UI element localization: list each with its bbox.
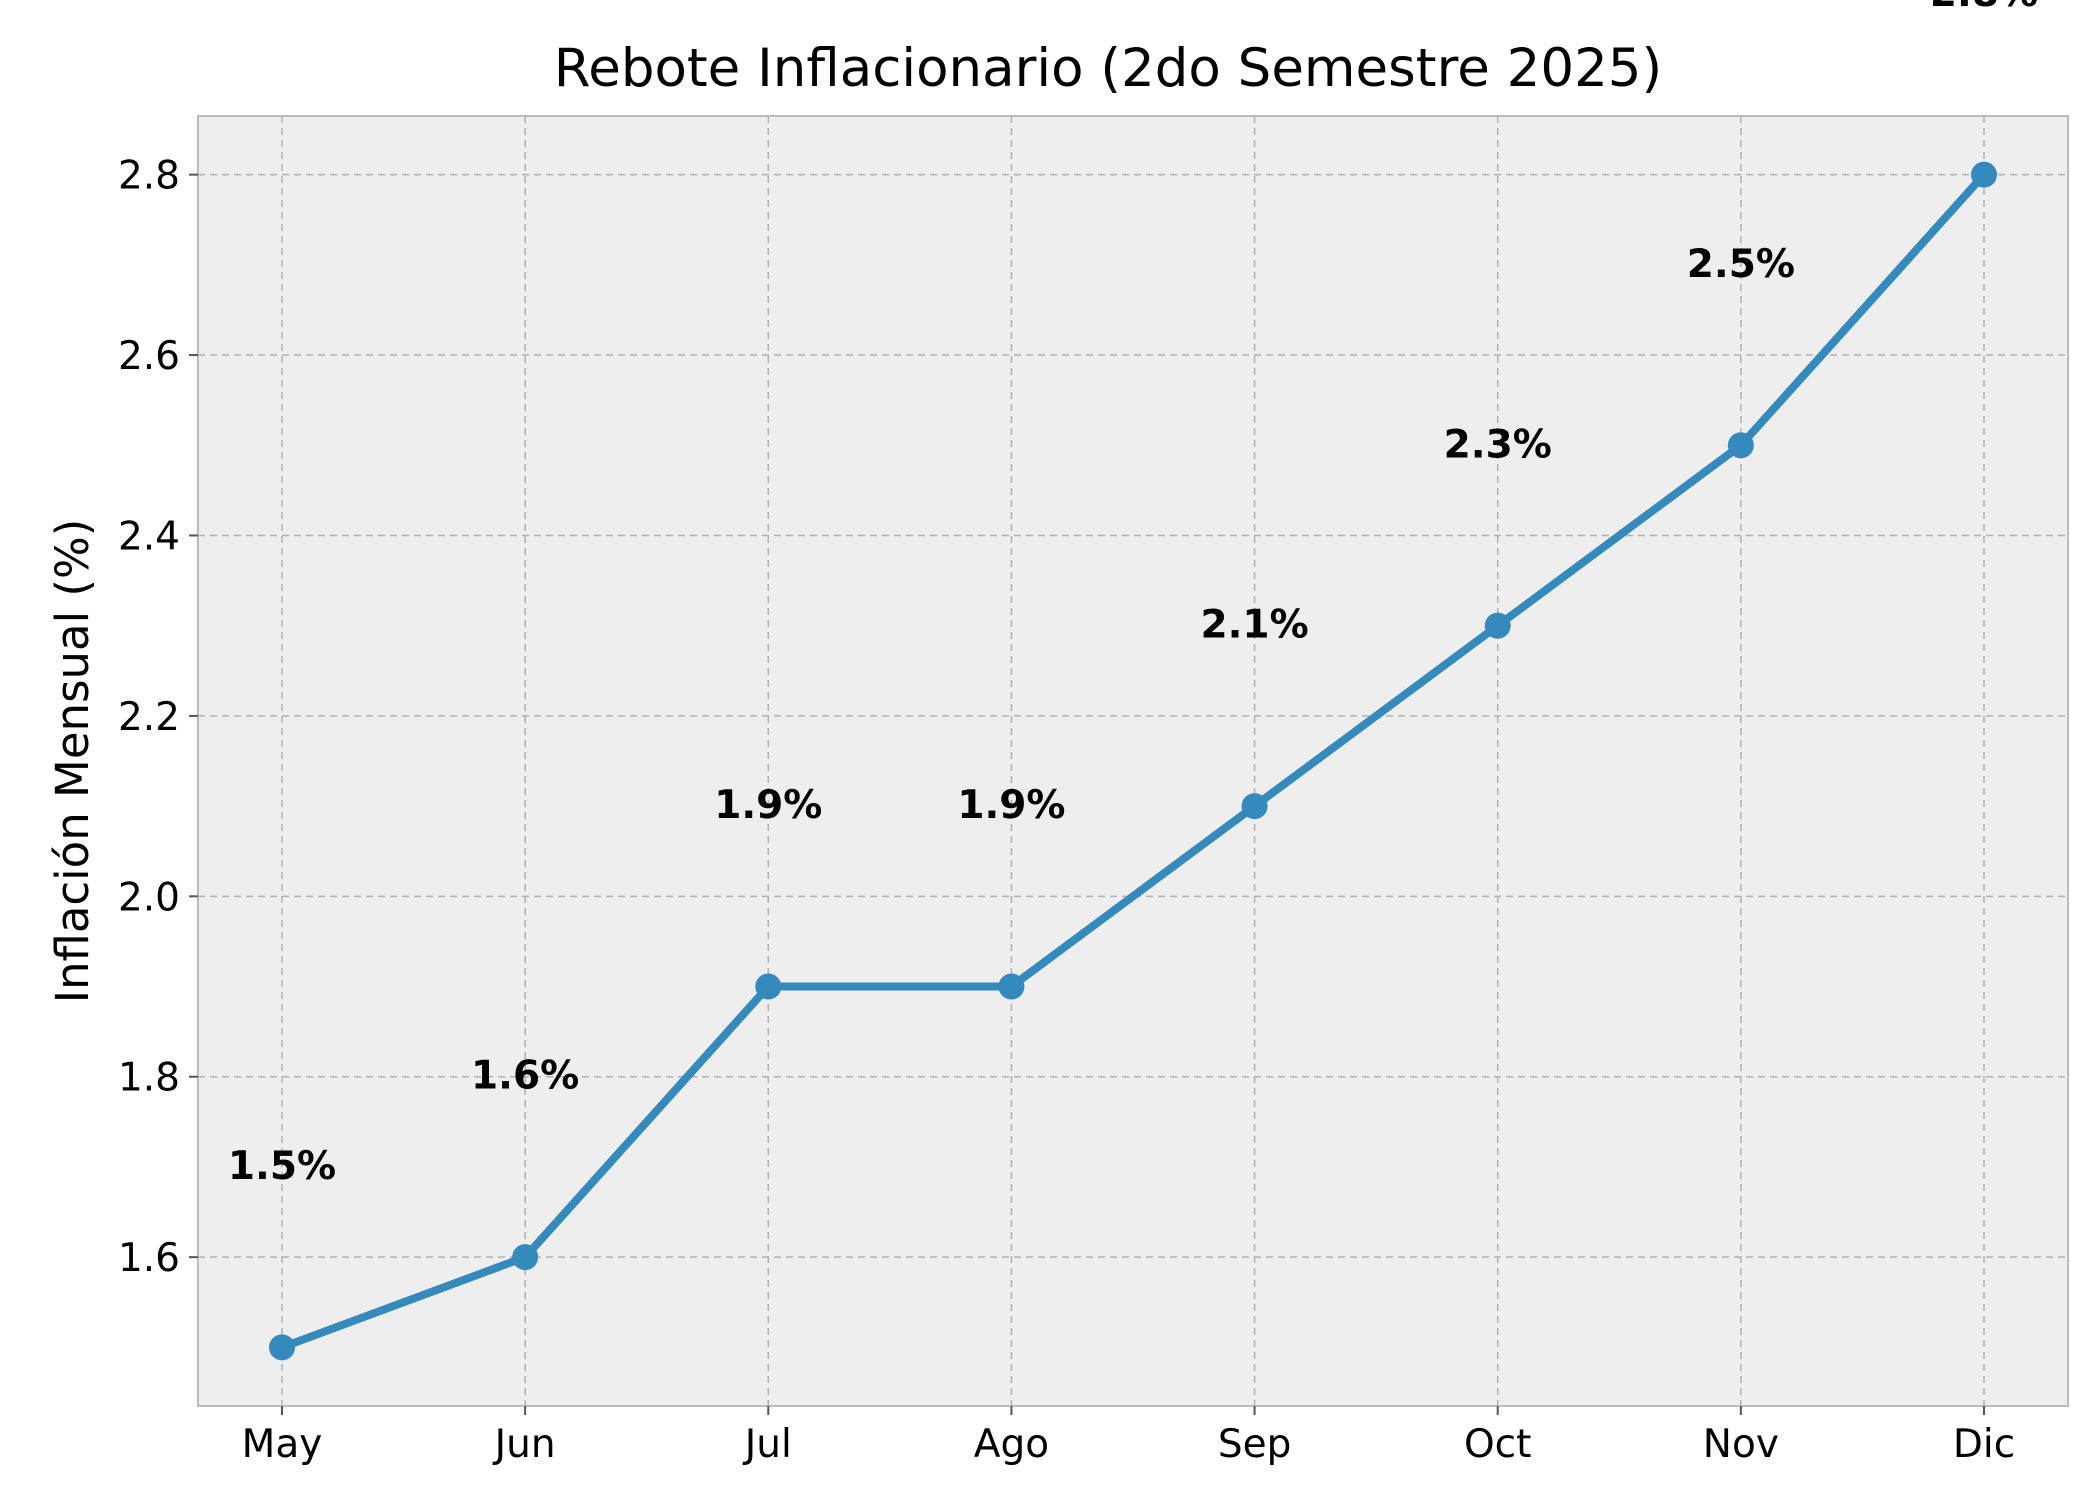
data-label: 2.5% — [1687, 242, 1795, 287]
data-point — [1727, 432, 1754, 459]
data-label: 1.9% — [957, 783, 1065, 828]
x-tick-label: Jul — [742, 1422, 792, 1467]
series — [269, 161, 1997, 1361]
y-axis-label: Inflación Mensual (%) — [46, 519, 99, 1004]
x-tick-label: May — [242, 1422, 323, 1467]
ticks: May Jun Jul Ago Sep Oct Nov Dic 1.6 1.8 2.0 2.2 2.4 2… — [118, 154, 2015, 1467]
data-point — [1971, 161, 1997, 188]
series-line — [278, 170, 1988, 1352]
data-label: 2.3% — [1444, 422, 1552, 467]
y-tick-label: 2.2 — [118, 695, 180, 740]
data-label: 2.1% — [1200, 603, 1308, 648]
data-point — [998, 973, 1025, 1000]
chart-title: Rebote Inflacionario (2do Semestre 2025) — [554, 38, 1662, 99]
x-tick-label: Oct — [1464, 1422, 1531, 1467]
y-tick-label: 2.4 — [118, 514, 180, 559]
y-tick-label: 1.8 — [118, 1056, 180, 1101]
data-point — [269, 1334, 295, 1361]
x-tick-label: Sep — [1218, 1422, 1292, 1467]
y-tick-label: 2.8 — [118, 154, 180, 199]
x-tick-label: Nov — [1703, 1422, 1779, 1467]
grid — [198, 116, 2068, 1406]
y-tick-label: 1.6 — [118, 1236, 180, 1281]
data-point — [512, 1244, 539, 1271]
data-point — [1241, 793, 1268, 820]
data-point — [755, 973, 782, 1000]
x-tick-label: Dic — [1953, 1422, 2015, 1467]
data-labels: 1.5% 1.6% 1.9% 1.9% 2.1% 2.3% 2.5% 2.8% — [228, 0, 2038, 1189]
x-tick-label: Jun — [492, 1422, 556, 1467]
data-label: 1.9% — [714, 783, 822, 828]
data-point — [1484, 612, 1511, 639]
plot-frame — [197, 115, 2069, 1407]
data-label: 2.8% — [1930, 0, 2038, 16]
y-tick-label: 2.6 — [118, 334, 180, 379]
data-label: 1.6% — [471, 1054, 579, 1099]
x-tick-label: Ago — [974, 1422, 1049, 1467]
plot-background — [198, 116, 2068, 1406]
y-tick-label: 2.0 — [118, 875, 180, 920]
data-label: 1.5% — [228, 1144, 336, 1189]
